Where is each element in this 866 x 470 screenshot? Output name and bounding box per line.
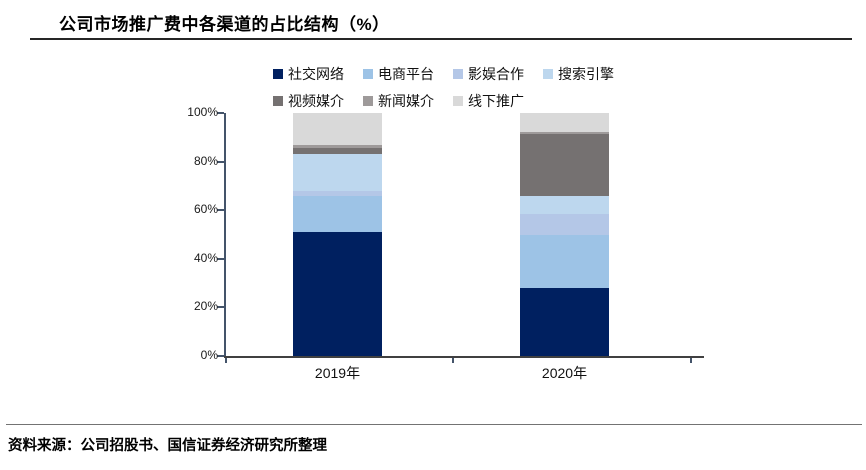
x-tick <box>452 358 454 363</box>
x-tick <box>690 358 692 363</box>
title-divider <box>30 38 852 40</box>
legend-swatch-icon <box>453 96 463 106</box>
legend-label: 社交网络 <box>288 66 344 82</box>
bar-segment-新闻媒介 <box>293 144 382 149</box>
bar-segment-社交网络 <box>520 287 609 356</box>
bar-segment-视频媒介 <box>520 133 609 196</box>
y-tick-label: 20% <box>193 299 218 314</box>
bar-segment-视频媒介 <box>293 148 382 155</box>
legend-label: 电商平台 <box>378 66 434 82</box>
plot-area: 0% 20% 40% 60% 80% 100% 2019年 2020年 <box>187 105 704 381</box>
y-tick <box>217 355 224 357</box>
legend-label: 影娱合作 <box>468 66 524 82</box>
x-axis-label-2019年: 2019年 <box>314 365 361 381</box>
chart-title: 公司市场推广费中各渠道的占比结构（%） <box>59 15 390 34</box>
bar-segment-电商平台 <box>520 234 609 288</box>
y-tick <box>217 160 224 163</box>
bar-segment-线下推广 <box>293 113 382 145</box>
legend-swatch-icon <box>273 69 283 79</box>
x-axis-label-2020年: 2020年 <box>541 365 588 381</box>
y-tick-label: 80% <box>193 153 218 168</box>
y-tick-label: 40% <box>193 250 218 265</box>
y-axis-line <box>224 113 226 358</box>
legend-item-新闻媒介: 新闻媒介 <box>363 91 434 111</box>
bar-segment-线下推广 <box>520 113 609 133</box>
bar-segment-搜索引擎 <box>293 154 382 191</box>
legend-row-1: 社交网络 电商平台 影娱合作 搜索引擎 <box>273 64 614 84</box>
bar-segment-新闻媒介 <box>520 132 609 134</box>
legend-swatch-icon <box>273 96 283 106</box>
stacked-bar-2020年 <box>520 113 609 356</box>
bar-segment-社交网络 <box>293 232 382 356</box>
legend-swatch-icon <box>363 96 373 106</box>
legend-item-搜索引擎: 搜索引擎 <box>543 64 614 84</box>
y-tick <box>217 209 224 212</box>
bar-segment-影娱合作 <box>293 190 382 196</box>
stacked-bar-2019年 <box>293 113 382 356</box>
legend-label: 新闻媒介 <box>378 93 434 109</box>
bar-segment-搜索引擎 <box>520 195 609 214</box>
x-axis-line <box>224 356 704 358</box>
legend-swatch-icon <box>543 69 553 79</box>
y-tick-label: 0% <box>200 348 218 362</box>
legend-item-影娱合作: 影娱合作 <box>453 64 524 84</box>
legend-label: 视频媒介 <box>288 93 344 109</box>
x-tick <box>225 358 227 363</box>
legend-item-社交网络: 社交网络 <box>273 64 344 84</box>
legend-label: 线下推广 <box>468 93 524 109</box>
bar-segment-影娱合作 <box>520 213 609 235</box>
legend-row-2: 视频媒介 新闻媒介 线下推广 <box>273 91 614 111</box>
y-tick <box>217 257 224 260</box>
legend-item-线下推广: 线下推广 <box>453 91 524 111</box>
legend-item-视频媒介: 视频媒介 <box>273 91 344 111</box>
footer-divider <box>6 424 862 425</box>
y-tick <box>217 306 224 309</box>
legend-item-电商平台: 电商平台 <box>363 64 434 84</box>
legend-swatch-icon <box>453 69 463 79</box>
y-tick-label: 60% <box>193 202 218 217</box>
bar-segment-电商平台 <box>293 195 382 233</box>
y-tick <box>217 112 224 114</box>
chart-legend: 社交网络 电商平台 影娱合作 搜索引擎 视频媒介 新闻媒介 线下推广 <box>273 64 614 111</box>
source-note: 资料来源：公司招股书、国信证券经济研究所整理 <box>8 438 327 454</box>
legend-label: 搜索引擎 <box>558 66 614 82</box>
legend-swatch-icon <box>363 69 373 79</box>
y-tick-label: 100% <box>187 105 218 119</box>
